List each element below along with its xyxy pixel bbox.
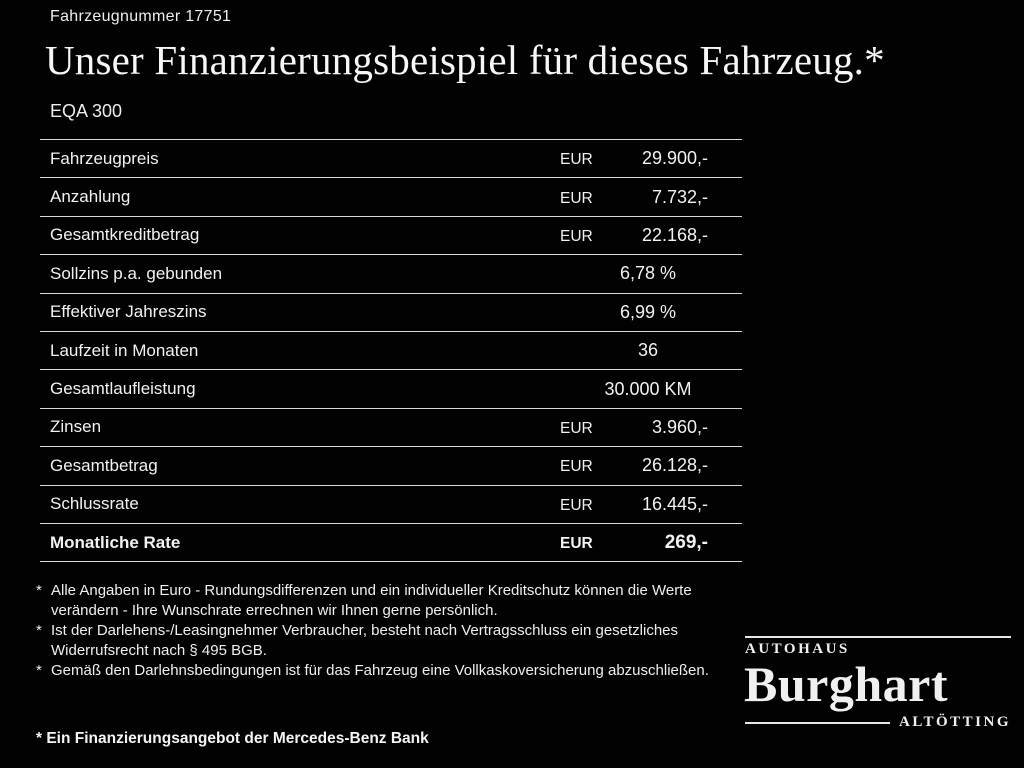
row-label: Laufzeit in Monaten [50, 340, 199, 360]
logo-rule-top [745, 636, 1011, 638]
row-value: 3.960,- [651, 416, 708, 437]
row-currency: EUR [560, 496, 593, 514]
row-value: 36 [637, 340, 659, 361]
row-label: Monatliche Rate [50, 532, 181, 552]
logo-autohaus-text: Autohaus [745, 641, 850, 657]
row-value: 29.900,- [641, 148, 708, 169]
logo-city-text: Altötting [899, 714, 1011, 730]
vehicle-number: Fahrzeugnummer 17751 [50, 8, 232, 25]
table-row-effektiver-jahreszins: Effektiver Jahreszins 6,99 % [40, 292, 742, 331]
table-row-laufzeit: Laufzeit in Monaten 36 [40, 330, 742, 369]
footnote-marker: * [36, 582, 42, 599]
row-label: Gesamtbetrag [50, 455, 158, 475]
footnotes: * Alle Angaben in Euro - Rundungsdiffere… [36, 581, 752, 681]
row-label: Sollzins p.a. gebunden [50, 263, 223, 283]
footnote-rounding: * Alle Angaben in Euro - Rundungsdiffere… [36, 581, 752, 621]
row-label: Schlussrate [50, 494, 139, 514]
row-value: 22.168,- [641, 224, 708, 245]
row-value: 6,99 % [619, 301, 677, 322]
table-row-gesamtbetrag: Gesamtbetrag EUR 26.128,- [40, 446, 742, 484]
row-label: Gesamtlaufleistung [50, 379, 196, 399]
row-value: 269,- [664, 531, 708, 553]
row-value: 30.000 KM [604, 378, 692, 399]
footnote-text: Gemäß den Darlehnsbedingungen ist für da… [51, 662, 709, 679]
footnote-vollkasko: * Gemäß den Darlehnsbedingungen ist für … [36, 661, 752, 681]
table-row-monatliche-rate: Monatliche Rate EUR 269,- [40, 522, 742, 561]
footnote-marker: * [36, 662, 42, 679]
dealer-logo: Autohaus Burghart Altötting [744, 636, 1011, 731]
row-label: Fahrzeugpreis [50, 148, 159, 168]
footnote-widerrufsrecht: * Ist der Darlehens-/Leasingnehmer Verbr… [36, 621, 752, 661]
table-row-fahrzeugpreis: Fahrzeugpreis EUR 29.900,- [40, 139, 742, 177]
row-label: Effektiver Jahreszins [50, 302, 207, 322]
row-value: 7.732,- [651, 186, 708, 207]
table-row-zinsen: Zinsen EUR 3.960,- [40, 407, 742, 446]
table-row-sollzins: Sollzins p.a. gebunden 6,78 % [40, 254, 742, 292]
footnote-marker: * [36, 622, 42, 639]
row-label: Anzahlung [50, 187, 131, 207]
row-value: 16.445,- [641, 493, 708, 514]
row-currency: EUR [560, 189, 593, 207]
table-row-schlussrate: Schlussrate EUR 16.445,- [40, 484, 742, 523]
mercedes-benz-bank-note: * Ein Finanzierungsangebot der Mercedes-… [36, 730, 429, 747]
logo-dealer-name: Burghart [744, 656, 948, 712]
row-value: 26.128,- [641, 455, 708, 476]
page-title: Unser Finanzierungsbeispiel für dieses F… [45, 37, 885, 83]
table-row-anzahlung: Anzahlung EUR 7.732,- [40, 177, 742, 215]
row-currency: EUR [560, 227, 593, 245]
row-currency: EUR [560, 419, 593, 437]
logo-bottom-row: Altötting [745, 714, 1011, 731]
vehicle-model: EQA 300 [50, 101, 123, 121]
footnote-text: Alle Angaben in Euro - Rundungsdifferenz… [51, 582, 692, 619]
row-currency: EUR [560, 151, 593, 169]
row-currency: EUR [560, 534, 593, 552]
row-label: Zinsen [50, 417, 102, 437]
table-row-gesamtlaufleistung: Gesamtlaufleistung 30.000 KM [40, 369, 742, 407]
logo-rule-bottom [745, 721, 891, 724]
footnote-text: Ist der Darlehens-/Leasingnehmer Verbrau… [51, 622, 679, 659]
row-value: 6,78 % [619, 263, 677, 284]
table-row-gesamtkreditbetrag: Gesamtkreditbetrag EUR 22.168,- [40, 215, 742, 254]
financing-table: Fahrzeugpreis EUR 29.900,- Anzahlung EUR 7… [40, 139, 742, 563]
row-label: Gesamtkreditbetrag [50, 225, 200, 245]
row-currency: EUR [560, 458, 593, 476]
